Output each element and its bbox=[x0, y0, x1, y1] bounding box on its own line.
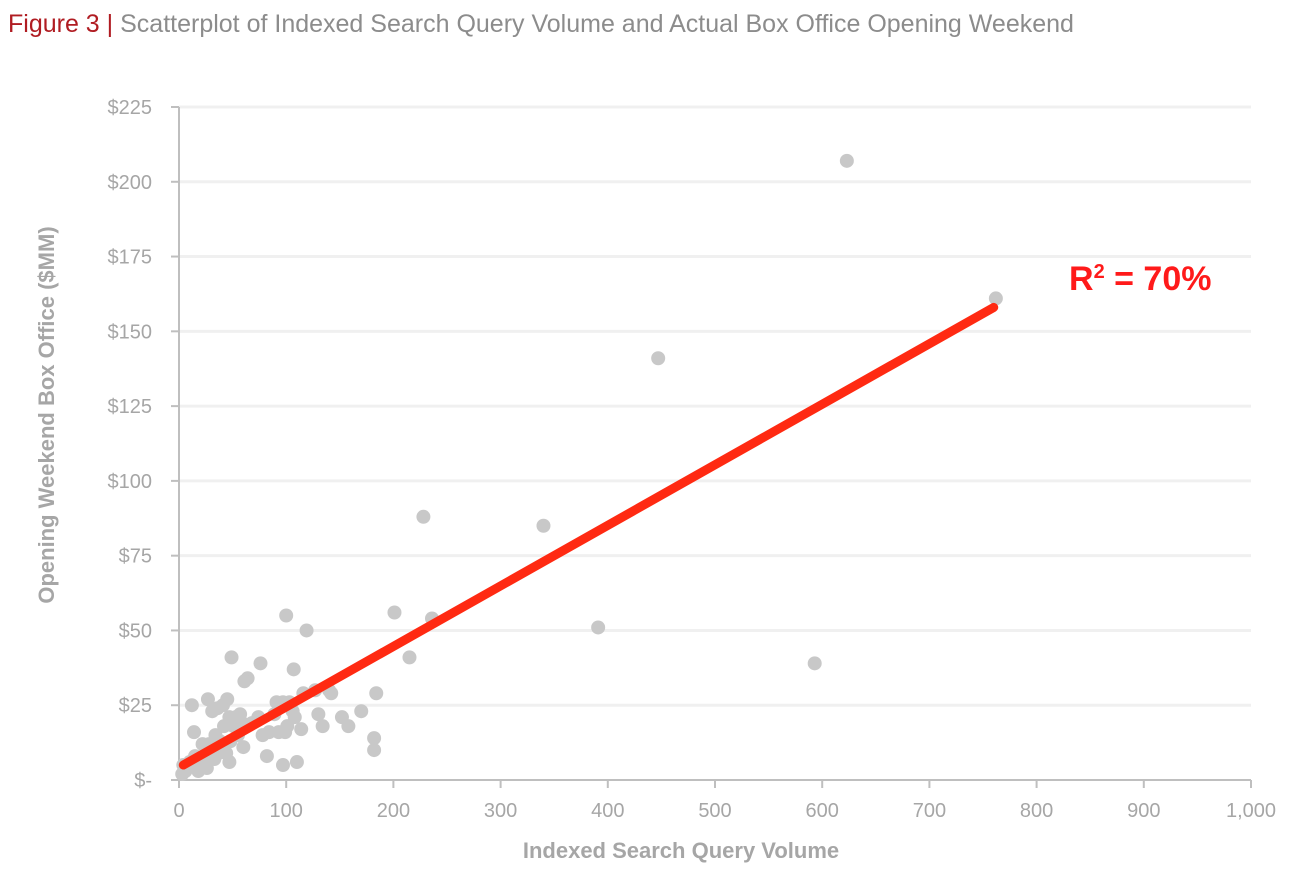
data-point bbox=[334, 710, 349, 725]
data-point bbox=[224, 650, 239, 665]
x-tick-label: 300 bbox=[484, 800, 517, 822]
x-tick-label: 900 bbox=[1127, 800, 1160, 822]
data-point bbox=[253, 656, 268, 671]
data-point bbox=[237, 674, 252, 689]
data-point bbox=[367, 743, 382, 758]
y-tick-label: $50 bbox=[119, 620, 152, 642]
data-point bbox=[299, 623, 314, 638]
data-point bbox=[294, 722, 309, 737]
figure-title-text: Scatterplot of Indexed Search Query Volu… bbox=[120, 10, 1074, 38]
trendline bbox=[178, 302, 999, 770]
data-point bbox=[200, 692, 215, 707]
data-point bbox=[205, 704, 220, 719]
y-tick-label: $175 bbox=[108, 247, 153, 269]
data-point bbox=[369, 686, 384, 701]
gridlines bbox=[179, 105, 1251, 707]
x-tick-label: 600 bbox=[806, 800, 839, 822]
x-axis-label: Indexed Search Query Volume bbox=[523, 838, 839, 863]
y-tick-label: $25 bbox=[119, 695, 152, 717]
data-point bbox=[354, 704, 369, 719]
data-point bbox=[255, 728, 270, 743]
data-point bbox=[184, 698, 199, 713]
figure-label: Figure 3 bbox=[8, 10, 100, 38]
r-squared-base: R bbox=[1069, 260, 1094, 298]
x-tick-label: 400 bbox=[591, 800, 624, 822]
y-axis-label: Opening Weekend Box Office ($MM) bbox=[34, 226, 59, 603]
x-tick-label: 800 bbox=[1020, 800, 1053, 822]
x-tick-label: 200 bbox=[377, 800, 410, 822]
data-point bbox=[271, 725, 286, 740]
data-point bbox=[279, 608, 294, 623]
data-point bbox=[236, 740, 251, 755]
data-point bbox=[651, 351, 666, 366]
y-tick-label: $- bbox=[134, 770, 152, 792]
data-point bbox=[315, 719, 330, 734]
r-squared-annotation: R2 = 70% bbox=[1069, 260, 1212, 298]
data-point bbox=[187, 725, 202, 740]
data-point bbox=[275, 758, 290, 773]
data-point bbox=[988, 291, 1003, 306]
data-point bbox=[591, 620, 606, 635]
data-point bbox=[387, 605, 402, 620]
data-point bbox=[402, 650, 417, 665]
x-axis-ticks: 0 100 200 300 400 500 600 700 800 900 1,000 bbox=[173, 780, 1276, 822]
data-point bbox=[416, 509, 431, 524]
figure-separator: | bbox=[106, 10, 114, 38]
data-point bbox=[367, 731, 382, 746]
r-squared-value: = 70% bbox=[1105, 260, 1212, 298]
x-tick-label: 1,000 bbox=[1226, 800, 1276, 822]
data-point bbox=[217, 719, 232, 734]
data-point bbox=[175, 767, 190, 782]
data-point bbox=[839, 153, 854, 168]
x-tick-label: 500 bbox=[698, 800, 731, 822]
x-tick-label: 700 bbox=[913, 800, 946, 822]
data-point bbox=[191, 764, 206, 779]
data-point bbox=[536, 518, 551, 533]
y-axis-ticks: $- $25 $50 $75 $100 $125 $150 $175 $200 $225 bbox=[108, 97, 179, 792]
data-point bbox=[807, 656, 822, 671]
y-tick-label: $75 bbox=[119, 546, 152, 568]
data-point bbox=[311, 707, 326, 722]
y-tick-label: $150 bbox=[108, 321, 153, 343]
data-point bbox=[286, 662, 301, 677]
y-tick-label: $125 bbox=[108, 396, 153, 418]
figure-title: Figure 3 | Scatterplot of Indexed Search… bbox=[8, 8, 1074, 40]
r-squared-superscript: 2 bbox=[1094, 261, 1105, 283]
data-point bbox=[289, 755, 304, 770]
y-tick-label: $225 bbox=[108, 97, 153, 119]
data-points bbox=[175, 153, 1003, 782]
y-tick-label: $100 bbox=[108, 471, 153, 493]
x-tick-label: 0 bbox=[173, 800, 184, 822]
y-tick-label: $200 bbox=[108, 172, 153, 194]
data-point bbox=[259, 749, 274, 764]
x-tick-label: 100 bbox=[270, 800, 303, 822]
